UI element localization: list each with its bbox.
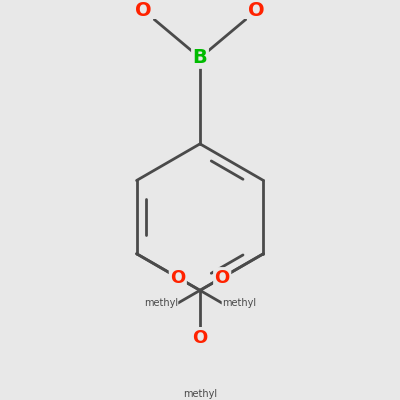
Text: O: O [248, 1, 265, 20]
Text: B: B [193, 48, 207, 67]
Text: methyl: methyl [222, 298, 256, 308]
Text: O: O [170, 268, 186, 286]
Text: methyl: methyl [183, 389, 217, 399]
Text: O: O [214, 268, 230, 286]
Text: O: O [192, 329, 208, 347]
Text: methyl: methyl [144, 298, 178, 308]
Text: O: O [135, 1, 152, 20]
